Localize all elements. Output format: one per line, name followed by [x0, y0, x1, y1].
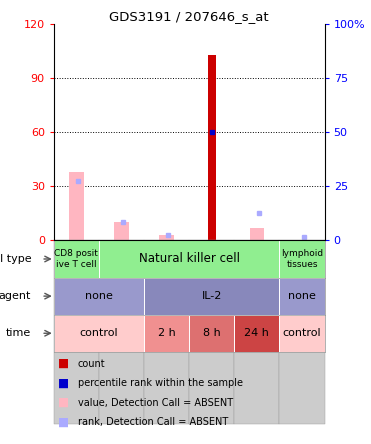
Bar [99, 241, 144, 424]
Text: CD8 posit
ive T cell: CD8 posit ive T cell [55, 249, 98, 269]
Text: lymphoid
tissues: lymphoid tissues [281, 249, 323, 269]
Bar [54, 241, 99, 424]
Bar [160, 235, 174, 241]
Bar [99, 241, 279, 278]
Bar [69, 172, 83, 241]
Text: agent: agent [0, 291, 31, 301]
Text: Natural killer cell: Natural killer cell [139, 253, 240, 266]
Text: 2 h: 2 h [158, 328, 175, 338]
Bar [250, 228, 264, 241]
Bar [279, 241, 325, 424]
Text: rank, Detection Call = ABSENT: rank, Detection Call = ABSENT [78, 417, 228, 427]
Bar [144, 241, 189, 424]
Text: ■: ■ [58, 416, 69, 428]
Text: value, Detection Call = ABSENT: value, Detection Call = ABSENT [78, 397, 233, 408]
Text: ■: ■ [58, 396, 69, 409]
Text: ■: ■ [58, 377, 69, 389]
Bar [208, 55, 216, 241]
Bar [189, 241, 234, 424]
Bar [54, 278, 144, 315]
Text: percentile rank within the sample: percentile rank within the sample [78, 378, 243, 388]
Bar [189, 315, 234, 352]
Title: GDS3191 / 207646_s_at: GDS3191 / 207646_s_at [109, 10, 269, 23]
Bar [279, 278, 325, 315]
Bar [54, 315, 144, 352]
Text: count: count [78, 358, 105, 369]
Text: IL-2: IL-2 [201, 291, 222, 301]
Bar [234, 315, 279, 352]
Text: 24 h: 24 h [244, 328, 269, 338]
Bar [144, 315, 189, 352]
Text: none: none [288, 291, 316, 301]
Bar [279, 241, 325, 278]
Text: control: control [80, 328, 118, 338]
Bar [279, 315, 325, 352]
Bar [54, 241, 99, 278]
Text: 8 h: 8 h [203, 328, 221, 338]
Text: ■: ■ [58, 357, 69, 370]
Text: control: control [283, 328, 321, 338]
Bar [144, 278, 279, 315]
Text: cell type: cell type [0, 254, 31, 264]
Bar [234, 241, 279, 424]
Text: time: time [6, 328, 31, 338]
Text: none: none [85, 291, 113, 301]
Bar [114, 222, 129, 241]
